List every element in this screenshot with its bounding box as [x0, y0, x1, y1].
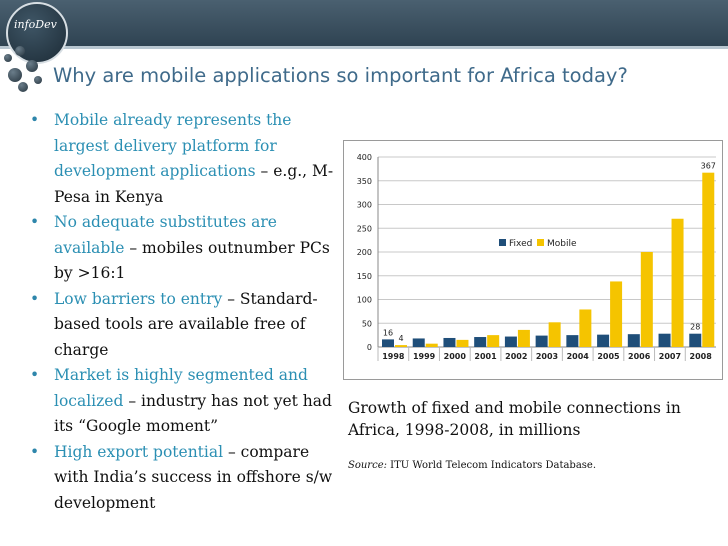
- bullet-highlight: Mobile already represents the largest de…: [54, 111, 292, 180]
- y-tick-label: 250: [357, 224, 372, 233]
- x-tick-label: 2005: [597, 352, 620, 361]
- bar-mobile: [487, 335, 500, 347]
- x-tick-label: 2006: [628, 352, 651, 361]
- bullet-highlight: Market is highly segmented and localized: [54, 366, 308, 410]
- bullet-text: – industry has not yet had its “Google m…: [54, 391, 332, 436]
- bar-mobile: [517, 329, 530, 347]
- bullet-item: • High export potential – compare with In…: [30, 442, 333, 512]
- x-tick-label: 2008: [690, 352, 713, 361]
- bar-fixed: [535, 335, 548, 347]
- y-tick-label: 0: [367, 343, 372, 352]
- bar-mobile: [610, 281, 623, 347]
- y-tick-label: 50: [362, 319, 372, 328]
- decor-dot: [8, 68, 22, 82]
- bullet-highlight: High export potential: [54, 442, 224, 461]
- data-label: 16: [383, 328, 393, 337]
- bar-fixed: [627, 334, 640, 347]
- bar-fixed: [689, 333, 702, 347]
- x-tick-label: 2003: [536, 352, 558, 361]
- bar-mobile: [702, 172, 715, 347]
- bar-mobile: [640, 252, 653, 347]
- x-tick-label: 2007: [659, 352, 681, 361]
- bullet-item: • Mobile already represents the largest d…: [30, 111, 334, 206]
- legend-label-fixed: Fixed: [509, 239, 532, 249]
- bar-mobile: [671, 218, 684, 347]
- decor-dot: [18, 82, 28, 92]
- chart-frame: 0 50 100 150 200 250 300 350 400 1998 1999 2000 2001…: [343, 140, 723, 380]
- bullet-text: – compare with India’s success in offsho…: [54, 442, 333, 512]
- data-label: 28: [690, 323, 700, 332]
- bar-fixed: [597, 334, 610, 347]
- bar-fixed: [443, 337, 456, 347]
- slide-header-bar: [0, 0, 728, 46]
- connections-bar-chart: 0 50 100 150 200 250 300 350 400 1998 1999 2000 2001…: [357, 153, 716, 361]
- y-tick-label: 400: [357, 153, 372, 162]
- bar-mobile: [395, 345, 407, 347]
- bullet-text: – mobiles outnumber PCs by >16:1: [54, 238, 330, 283]
- bar-fixed: [382, 339, 394, 347]
- y-tick-label: 150: [357, 272, 372, 281]
- decor-dot: [15, 46, 25, 56]
- decor-dot: [34, 76, 42, 84]
- decor-dot: [26, 60, 38, 72]
- legend-swatch-fixed: [499, 239, 506, 246]
- slide-header-rule: [0, 46, 728, 49]
- y-tick-label: 350: [357, 177, 372, 186]
- bullet-item: • Market is highly segmented and localize…: [30, 366, 332, 436]
- bullet-text: – e.g., M-Pesa in Kenya: [54, 162, 334, 206]
- bullet-item: • Low barriers to entry – Standard-based …: [30, 289, 318, 359]
- chart-caption: Growth of fixed and mobile connections i…: [348, 399, 681, 439]
- bullet-item: • No adequate substitutes are available –…: [30, 213, 330, 283]
- bar-mobile: [579, 309, 592, 347]
- x-tick-label: 1998: [382, 352, 405, 361]
- data-label: 4: [398, 334, 403, 343]
- decor-dot: [4, 54, 12, 62]
- bullet-highlight: No adequate substitutes are available: [54, 213, 277, 257]
- bullet-text: – Standard-based tools are available fre…: [54, 289, 318, 359]
- bar-fixed: [658, 333, 671, 347]
- bar-fixed: [504, 336, 517, 347]
- infodev-logo: [6, 2, 68, 64]
- bar-mobile: [425, 343, 438, 347]
- x-tick-label: 2004: [567, 352, 590, 361]
- x-tick-label: 2001: [474, 352, 497, 361]
- bullet-list: • Mobile already represents the largest d…: [30, 108, 340, 516]
- y-tick-label: 200: [357, 248, 372, 257]
- legend-swatch-mobile: [537, 239, 544, 246]
- x-tick-label: 2000: [444, 352, 467, 361]
- x-tick-label: 1999: [413, 352, 436, 361]
- source-text: ITU World Telecom Indicators Database.: [386, 460, 597, 471]
- source-label: Source:: [348, 460, 387, 471]
- bar-fixed: [566, 335, 579, 347]
- data-label: 367: [701, 162, 716, 171]
- legend-label-mobile: Mobile: [547, 239, 577, 249]
- y-tick-label: 300: [357, 201, 372, 210]
- slide-title: Why are mobile applications so important…: [53, 64, 628, 87]
- bar-mobile: [456, 339, 469, 347]
- bar-fixed: [474, 337, 487, 347]
- logo-text: infoDev: [14, 18, 57, 31]
- bullet-highlight: Low barriers to entry: [54, 289, 223, 308]
- y-tick-label: 100: [357, 296, 372, 305]
- bar-fixed: [412, 338, 425, 347]
- chart-source: Source: ITU World Telecom Indicators Dat…: [348, 460, 723, 471]
- bar-mobile: [548, 322, 561, 347]
- x-tick-label: 2002: [505, 352, 527, 361]
